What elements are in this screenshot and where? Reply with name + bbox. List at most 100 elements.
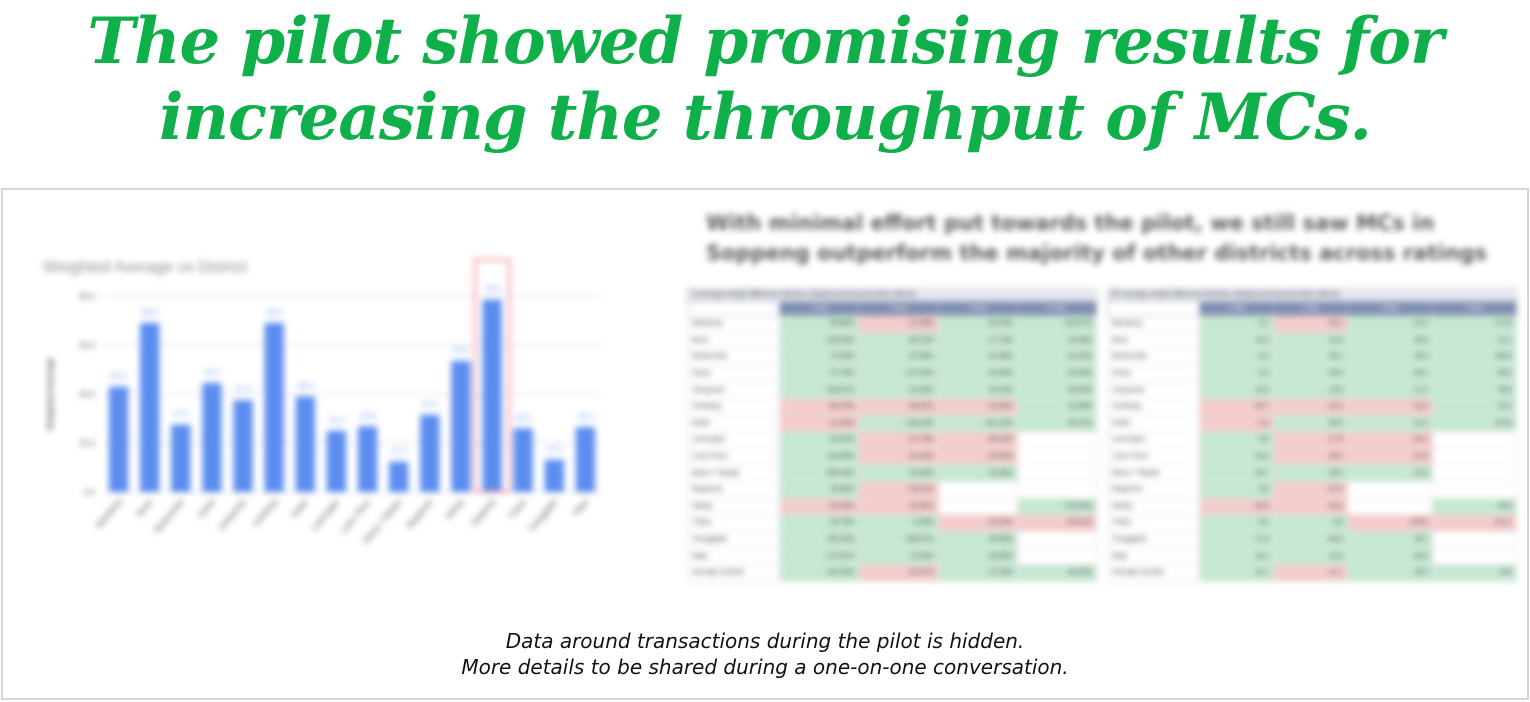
table-row: Bulukumba 8.4 30.1 40.5 108.6 bbox=[1107, 348, 1517, 366]
table-cell bbox=[1016, 530, 1098, 549]
table-cell: 28.3 bbox=[1346, 563, 1434, 582]
category-label: Bantaeng bbox=[94, 498, 123, 530]
data-label: 43.0 bbox=[111, 372, 127, 381]
table-cell: 74.24% bbox=[858, 547, 939, 565]
bar bbox=[420, 414, 440, 492]
row-district-name: Lamongan bbox=[687, 431, 780, 449]
table-cell: -24.60% bbox=[858, 497, 939, 516]
category-label: Gowa bbox=[196, 497, 217, 519]
table-row: Gowa 57.78% 127.64% 44.89% 63.06% bbox=[687, 364, 1098, 383]
bar bbox=[451, 360, 471, 492]
table-cell: 17.6 bbox=[1199, 530, 1274, 549]
category-label: Luwu Timur bbox=[339, 497, 373, 535]
table-cell: 61.2 bbox=[1346, 315, 1434, 333]
table-cell bbox=[937, 497, 1018, 516]
row-district-name: Jombang bbox=[1107, 397, 1200, 416]
table-cell: -34.44% bbox=[937, 514, 1018, 532]
bar bbox=[171, 424, 191, 492]
table-cell: 5.8 bbox=[1272, 514, 1348, 532]
table-cell: 108.6 bbox=[1432, 348, 1517, 366]
table-cell: 44.89% bbox=[937, 364, 1018, 383]
table-cell: -15.66% bbox=[937, 397, 1018, 416]
table-row: Mojokerto 35.60% -24.01% bbox=[687, 480, 1098, 499]
table-row: Bone 13.5 21.8 36.5 31.1 bbox=[1107, 331, 1517, 350]
table-cell: 8.4 bbox=[1199, 348, 1274, 366]
y-tick-label: 0.0 bbox=[84, 488, 96, 497]
table-caption: % average weight difference between Sopp… bbox=[687, 288, 1097, 301]
table-cell: 4.8 bbox=[1199, 480, 1274, 499]
table-cell bbox=[1346, 497, 1434, 516]
table-row: Bone 130.50% 88.75% 37.79% 16.08% bbox=[687, 331, 1098, 350]
table-cell: 59.3 bbox=[1272, 414, 1348, 433]
table-cell: 19.6 bbox=[1272, 381, 1348, 399]
row-district-name: Trenggalek bbox=[687, 530, 780, 549]
table-cell: 48.1 bbox=[1346, 364, 1434, 383]
table-cell: 21.8 bbox=[1272, 331, 1348, 350]
table-row: Maros / Takalar 18.7 28.0 22.0 bbox=[1107, 464, 1517, 482]
table-cell: 85.6 bbox=[1272, 530, 1348, 549]
table-row: Jombang -86.23% -34.02% -15.66% 22.88% bbox=[687, 397, 1098, 416]
table-row: Bantaeng 86.66% -21.83% 63.16% 120.07% bbox=[687, 315, 1098, 333]
column-header: 4 Star bbox=[1016, 301, 1098, 316]
category-label: Tuban bbox=[506, 498, 527, 521]
table-cell: 13.5 bbox=[1199, 331, 1274, 350]
table-caption: MT average weight difference between Sop… bbox=[1107, 288, 1517, 301]
table-cell bbox=[1016, 480, 1098, 499]
bar bbox=[357, 426, 378, 492]
table-row: Kediri -4.3 59.3 91.3 113.6 bbox=[1107, 414, 1517, 433]
category-label: Soppeng bbox=[469, 498, 496, 528]
row-district-name: Lamongan bbox=[1107, 431, 1200, 449]
table-cell: 35.60% bbox=[778, 480, 860, 499]
table-cell: 56.09% bbox=[858, 464, 939, 482]
table-cell: -21.79% bbox=[858, 431, 939, 449]
table-row: Gowa 8.2 55.8 48.1 88.5 bbox=[1107, 364, 1517, 383]
table-cell: 113.6 bbox=[1432, 414, 1517, 433]
tables-title-line-2: Soppeng outperform the majority of other… bbox=[706, 241, 1487, 265]
table-cell: -23.4 bbox=[1346, 397, 1434, 416]
table-cell bbox=[1432, 480, 1517, 499]
category-label: Lamongan bbox=[310, 498, 341, 533]
row-district-name: Bone bbox=[687, 331, 780, 350]
table-cell: 28.49% bbox=[937, 530, 1018, 549]
bar bbox=[233, 400, 253, 492]
note-line-2: More details to be shared during a one-o… bbox=[461, 655, 1069, 679]
category-label: Wajo bbox=[572, 497, 591, 517]
table-cell: 120.07% bbox=[1016, 315, 1098, 333]
table-cell: 58.9 bbox=[1432, 381, 1517, 399]
y-axis-label: Weighted Average bbox=[45, 357, 55, 430]
row-district-name: Gowa bbox=[1107, 364, 1200, 383]
table-cell bbox=[1346, 480, 1434, 499]
table-cell: -24.01% bbox=[858, 480, 939, 499]
table-cell bbox=[1432, 464, 1517, 482]
table-cell: 16.66% bbox=[937, 464, 1018, 482]
table-row: Jombang -26.7 -20.3 -23.4 32.4 bbox=[1107, 397, 1517, 416]
table-cell: 8.2 bbox=[1199, 364, 1274, 383]
table-cell: 127.64% bbox=[858, 364, 939, 383]
table-cell bbox=[1016, 464, 1098, 482]
percent-difference-table: % average weight difference between Sopp… bbox=[687, 288, 1098, 582]
table-cell bbox=[937, 480, 1018, 499]
table-cell: 88.75% bbox=[858, 331, 939, 350]
data-label: 12.4 bbox=[391, 447, 407, 456]
table-cell bbox=[1016, 431, 1098, 449]
table-row: Luwu Timur 15.2 -28.4 -22.6 bbox=[1107, 447, 1517, 466]
table-row: Bulukumba 72.00% 67.66% 31.58% 61.92% bbox=[687, 348, 1098, 366]
table-cell: -54.33% bbox=[778, 497, 860, 516]
category-label: Jeneponto bbox=[217, 497, 248, 532]
table-cell: -26.7 bbox=[1199, 397, 1274, 416]
table-cell: 42.76% bbox=[778, 514, 860, 532]
table-cell: 79.8 bbox=[1432, 563, 1517, 582]
table-cell: 46.6 bbox=[1346, 547, 1434, 565]
table-cell: 220.67% bbox=[778, 381, 860, 399]
bar bbox=[482, 299, 502, 492]
row-district-name: Mojokerto bbox=[687, 480, 780, 499]
data-label: 13.2 bbox=[547, 445, 563, 454]
row-district-name: Sidrap bbox=[1107, 497, 1200, 516]
column-header: 4 Star bbox=[1432, 301, 1517, 316]
mt-difference-table: MT average weight difference between Sop… bbox=[1107, 288, 1517, 582]
data-label: 31.5 bbox=[422, 400, 438, 409]
data-label: 44.5 bbox=[204, 368, 220, 377]
table-cell: 56.26% bbox=[1016, 563, 1098, 582]
row-district-name: Tuban bbox=[1107, 514, 1200, 532]
table-cell: 50.47% bbox=[1016, 414, 1098, 433]
